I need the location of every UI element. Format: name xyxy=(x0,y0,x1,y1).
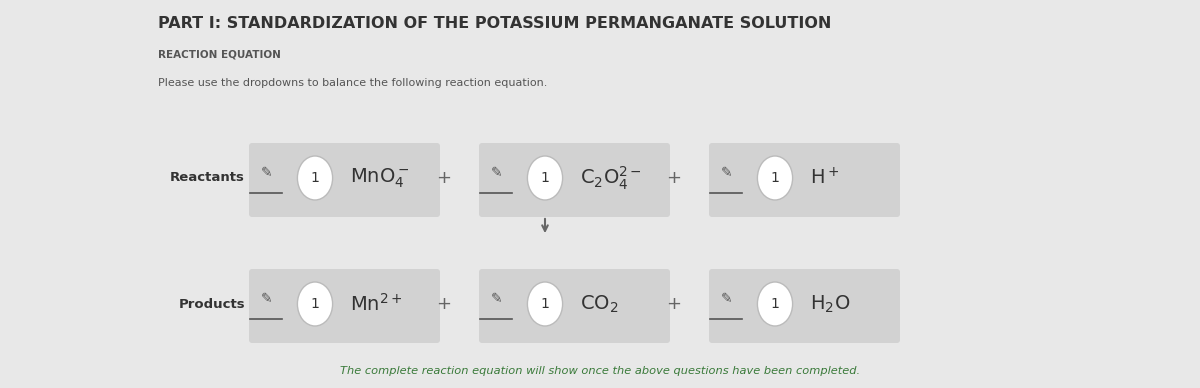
Text: REACTION EQUATION: REACTION EQUATION xyxy=(158,50,281,60)
Ellipse shape xyxy=(757,156,793,200)
Text: 1: 1 xyxy=(540,171,550,185)
Text: ✎: ✎ xyxy=(721,166,733,180)
Ellipse shape xyxy=(528,282,563,326)
Text: $\mathregular{Mn^{2+}}$: $\mathregular{Mn^{2+}}$ xyxy=(350,293,403,315)
Text: 1: 1 xyxy=(311,297,319,311)
FancyBboxPatch shape xyxy=(250,143,440,217)
Ellipse shape xyxy=(298,282,332,326)
Text: ✎: ✎ xyxy=(262,292,272,306)
Ellipse shape xyxy=(757,282,793,326)
FancyBboxPatch shape xyxy=(479,269,670,343)
Text: $\mathregular{MnO_4^-}$: $\mathregular{MnO_4^-}$ xyxy=(350,166,409,190)
Text: PART I: STANDARDIZATION OF THE POTASSIUM PERMANGANATE SOLUTION: PART I: STANDARDIZATION OF THE POTASSIUM… xyxy=(158,16,832,31)
Text: $\mathregular{H_2O}$: $\mathregular{H_2O}$ xyxy=(810,293,851,315)
Text: +: + xyxy=(436,295,451,313)
Text: Please use the dropdowns to balance the following reaction equation.: Please use the dropdowns to balance the … xyxy=(158,78,547,88)
Text: Products: Products xyxy=(179,298,245,310)
Text: 1: 1 xyxy=(770,297,780,311)
Ellipse shape xyxy=(298,156,332,200)
Text: 1: 1 xyxy=(770,171,780,185)
Text: ✎: ✎ xyxy=(491,292,503,306)
Ellipse shape xyxy=(528,156,563,200)
Text: The complete reaction equation will show once the above questions have been comp: The complete reaction equation will show… xyxy=(340,366,860,376)
Text: ✎: ✎ xyxy=(262,166,272,180)
Text: $\mathregular{C_2O_4^{2-}}$: $\mathregular{C_2O_4^{2-}}$ xyxy=(580,164,642,192)
FancyBboxPatch shape xyxy=(479,143,670,217)
FancyBboxPatch shape xyxy=(709,269,900,343)
Text: ✎: ✎ xyxy=(721,292,733,306)
Text: $\mathregular{CO_2}$: $\mathregular{CO_2}$ xyxy=(580,293,618,315)
Text: +: + xyxy=(436,169,451,187)
Text: +: + xyxy=(666,295,682,313)
FancyBboxPatch shape xyxy=(250,269,440,343)
Text: 1: 1 xyxy=(540,297,550,311)
Text: +: + xyxy=(666,169,682,187)
Text: $\mathregular{H^+}$: $\mathregular{H^+}$ xyxy=(810,167,840,189)
Text: ✎: ✎ xyxy=(491,166,503,180)
Text: Reactants: Reactants xyxy=(170,171,245,185)
FancyBboxPatch shape xyxy=(709,143,900,217)
Text: 1: 1 xyxy=(311,171,319,185)
